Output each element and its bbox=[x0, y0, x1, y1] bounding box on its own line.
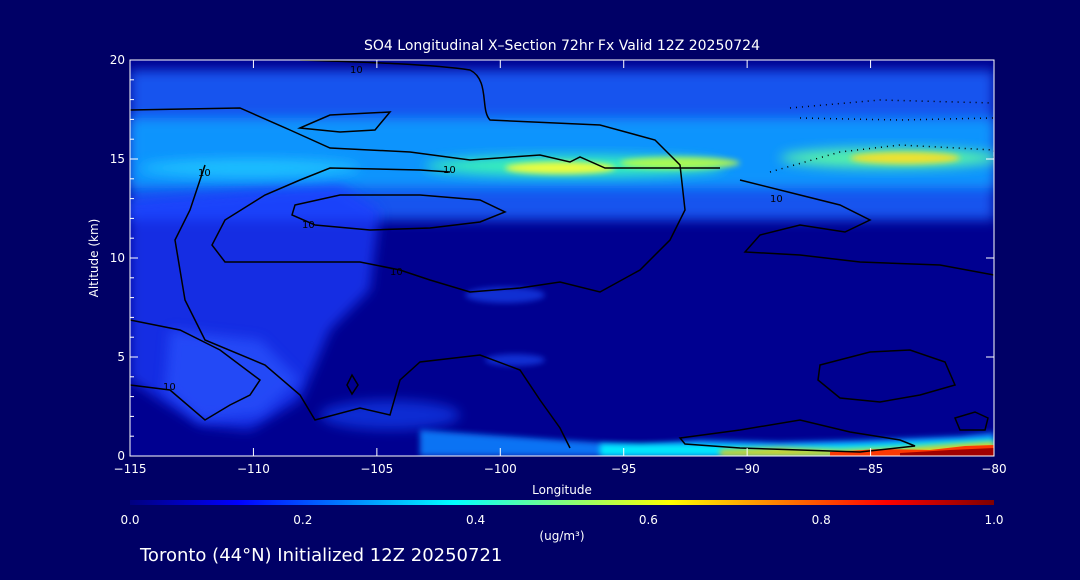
contour-label: 10 bbox=[390, 267, 403, 278]
y-axis-title: Altitude (km) bbox=[87, 219, 101, 298]
west-plume-core bbox=[165, 330, 300, 420]
x-tick-label: −90 bbox=[734, 462, 759, 476]
contour-band-west bbox=[130, 107, 720, 169]
plot-area: 10 10 10 10 10 10 10 bbox=[130, 60, 994, 456]
x-axis: −115 −110 −105 −100 −95 −90 −85 −80 bbox=[114, 60, 1007, 476]
contour-label: 10 bbox=[302, 220, 315, 231]
footer-text: Toronto (44°N) Initialized 12Z 20250721 bbox=[139, 545, 502, 566]
colorbar-tick-label: 0.0 bbox=[120, 513, 139, 527]
colorbar-tick-label: 0.2 bbox=[293, 513, 312, 527]
contour-surface-east bbox=[678, 419, 916, 453]
x-tick-label: −110 bbox=[237, 462, 270, 476]
colorbar-units: (ug/m³) bbox=[539, 529, 584, 543]
band-west bbox=[140, 159, 360, 177]
y-tick-label: 20 bbox=[110, 53, 125, 67]
band-yellow-1 bbox=[505, 162, 615, 174]
contour-cap bbox=[297, 111, 392, 133]
y-tick-label: 15 bbox=[110, 152, 125, 166]
x-tick-label: −115 bbox=[114, 462, 147, 476]
colorbar-ticks: 0.0 0.2 0.4 0.6 0.8 1.0 bbox=[120, 513, 1003, 527]
contour-label: 10 bbox=[163, 382, 176, 393]
colorbar bbox=[130, 500, 994, 505]
contour-inner bbox=[291, 194, 507, 231]
contour-label: 10 bbox=[770, 194, 783, 205]
contour-small-east bbox=[953, 411, 989, 431]
contour-west-vertical bbox=[174, 164, 571, 449]
y-axis: 0 5 10 15 20 bbox=[110, 53, 994, 463]
x-tick-label: −100 bbox=[484, 462, 517, 476]
contour-label: 10 bbox=[443, 165, 456, 176]
contour-dotted-band bbox=[769, 144, 994, 173]
chart-title: SO4 Longitudinal X–Section 72hr Fx Valid… bbox=[364, 38, 760, 54]
contour-small-diamond bbox=[346, 373, 359, 396]
contour-dotted-upper bbox=[789, 99, 994, 121]
x-tick-label: −85 bbox=[858, 462, 883, 476]
x-tick-label: −80 bbox=[981, 462, 1006, 476]
band-yellow-3 bbox=[850, 152, 960, 164]
x-axis-title: Longitude bbox=[532, 483, 592, 497]
contour-east-low bbox=[817, 349, 957, 403]
contour-label: 10 bbox=[198, 168, 211, 179]
contour-west-lower bbox=[130, 319, 262, 421]
y-tick-label: 5 bbox=[117, 350, 125, 364]
colorbar-tick-label: 0.4 bbox=[466, 513, 485, 527]
contour-top bbox=[211, 60, 686, 293]
x-tick-label: −105 bbox=[360, 462, 393, 476]
surface-max bbox=[900, 448, 994, 456]
band-yellow-2 bbox=[620, 157, 740, 169]
x-tick-label: −95 bbox=[611, 462, 636, 476]
contour-east bbox=[739, 179, 994, 276]
contour-label: 10 bbox=[350, 65, 363, 76]
y-tick-label: 0 bbox=[117, 449, 125, 463]
colorbar-tick-label: 0.6 bbox=[639, 513, 658, 527]
colorbar-tick-label: 1.0 bbox=[984, 513, 1003, 527]
y-tick-label: 10 bbox=[110, 251, 125, 265]
colorbar-tick-label: 0.8 bbox=[812, 513, 831, 527]
